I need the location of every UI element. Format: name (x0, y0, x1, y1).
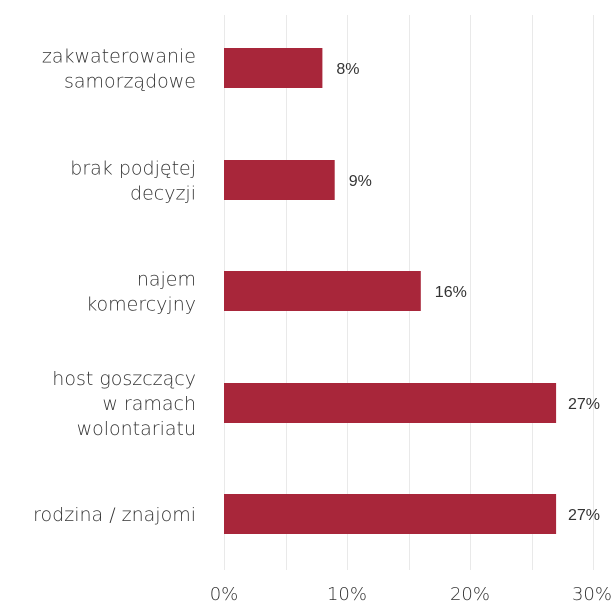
category-label: rodzina / znajomi (33, 504, 196, 526)
category-label-line: host goszczący (52, 368, 196, 390)
bar (224, 48, 323, 88)
category-label: zakwaterowanie samorządowe (42, 46, 196, 93)
bar-layer (224, 48, 557, 534)
data-label: 27% (568, 507, 600, 524)
category-label-line: w ramach (102, 393, 196, 415)
category-label-line: samorządowe (64, 71, 196, 93)
category-label-line: wolontariatu (77, 418, 196, 440)
category-label-line: najem (137, 269, 196, 291)
bar (224, 383, 557, 423)
data-label: 16% (435, 284, 467, 301)
bar (224, 494, 557, 534)
x-tick-label: 10% (327, 584, 367, 605)
x-tick-label: 0% (210, 584, 239, 605)
data-label: 8% (336, 61, 359, 78)
x-axis-tick-layer: 0% 10% 20% 30% (210, 584, 612, 605)
category-label-layer: zakwaterowanie samorządowe brak podjętej de… (33, 46, 196, 527)
category-label-line: brak podjętej (70, 158, 196, 180)
category-label: najem komercyjny (86, 269, 196, 316)
category-label-line: decyzji (130, 183, 196, 205)
value-label-layer: 8% 9% 16% 27% 27% (336, 61, 600, 524)
x-tick-label: 30% (572, 584, 612, 605)
x-tick-label: 20% (450, 584, 490, 605)
category-label-line: zakwaterowanie (42, 46, 196, 68)
category-label-line: komercyjny (86, 294, 196, 316)
data-label: 27% (568, 396, 600, 413)
category-label-line: rodzina / znajomi (33, 504, 196, 526)
bar (224, 271, 421, 311)
bar (224, 160, 335, 200)
category-label: host goszczący w ramach wolontariatu (52, 368, 196, 440)
category-label: brak podjętej decyzji (70, 158, 196, 205)
data-label: 9% (349, 173, 372, 190)
